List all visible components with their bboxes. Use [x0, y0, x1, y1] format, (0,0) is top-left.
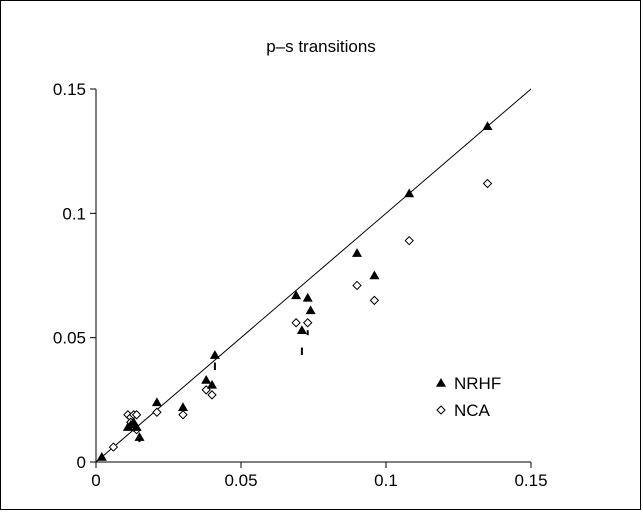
nrhf-point — [209, 350, 220, 359]
nrhf-point — [96, 452, 107, 461]
legend-nrhf-marker — [436, 378, 446, 387]
nrhf-point — [151, 397, 162, 407]
nca-point — [207, 390, 217, 400]
nrhf-point — [201, 374, 212, 384]
nrhf-point — [178, 402, 188, 412]
nrhf-point — [131, 422, 142, 431]
y-tick-label: 0 — [77, 453, 86, 472]
nrhf-point — [305, 305, 316, 315]
nrhf-point — [352, 248, 362, 257]
x-tick-label: 0 — [91, 471, 100, 490]
y-tick-label: 0.05 — [53, 329, 86, 348]
legend-nca-marker — [436, 405, 446, 415]
y-tick-label: 0.15 — [53, 80, 86, 99]
nca-point — [108, 442, 119, 452]
nca-point — [152, 407, 162, 417]
nca-point — [291, 318, 301, 328]
legend: NRHF NCA — [436, 374, 501, 420]
nrhf-point — [369, 270, 380, 280]
legend-nca-label: NCA — [454, 401, 491, 420]
nrhf-point — [482, 121, 493, 131]
nrhf-point — [134, 432, 145, 441]
x-tick-label: 0.1 — [374, 471, 398, 490]
nca-point — [302, 318, 313, 328]
nca-point — [482, 178, 493, 189]
nca-point — [131, 410, 142, 420]
nrhf-point — [302, 292, 313, 302]
nca-point — [352, 280, 362, 291]
reference-line-group — [95, 88, 532, 463]
x-tick-label: 0.15 — [514, 471, 547, 490]
nrhf-point — [291, 290, 302, 300]
y-tick-label: 0.1 — [62, 204, 86, 223]
x-tick-label: 0.05 — [224, 471, 257, 490]
nca-point — [369, 295, 380, 306]
nca-point — [178, 410, 188, 420]
reference-line — [95, 88, 532, 463]
legend-nrhf-label: NRHF — [454, 374, 501, 393]
nca-point — [404, 235, 414, 246]
nrhf-point — [207, 379, 217, 389]
axes: 0 0.05 0.1 0.15 0 0.05 0.1 0.15 — [53, 80, 548, 490]
nrhf-point — [404, 188, 415, 198]
error-ticks-group — [138, 330, 309, 443]
data-points-group — [96, 121, 493, 461]
chart-title: p–s transitions — [266, 37, 376, 56]
nrhf-point — [296, 325, 307, 334]
